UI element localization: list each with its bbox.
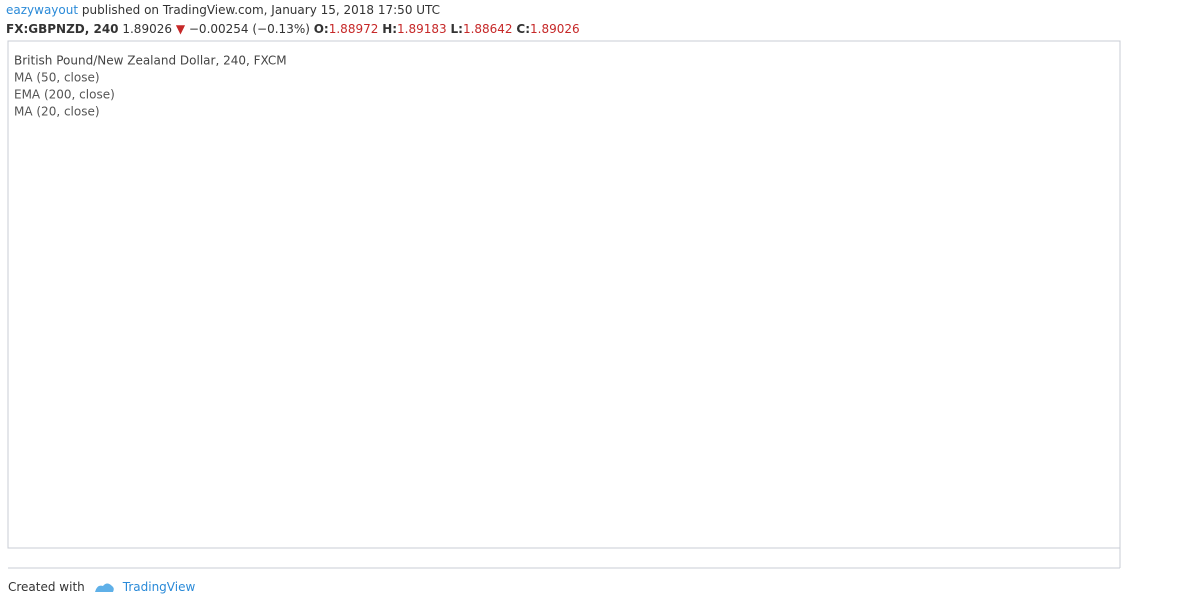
ohlc-key: L: — [450, 22, 463, 36]
chart: British Pound/New Zealand Dollar, 240, F… — [7, 40, 1121, 569]
chart-title: British Pound/New Zealand Dollar, 240, F… — [14, 54, 287, 68]
legend-entry: MA (50, close) — [14, 71, 100, 85]
down-arrow: ▼ — [175, 22, 186, 36]
symbol: FX:GBPNZD, 240 — [6, 22, 119, 36]
ohlc-key: H: — [382, 22, 398, 36]
ohlc-value: 1.89183 — [397, 22, 447, 36]
brand[interactable]: TradingView — [122, 580, 196, 594]
last-price: 1.89026 — [122, 22, 172, 36]
author[interactable]: eazywayout — [6, 3, 79, 17]
footer: Created with TradingView — [8, 580, 195, 594]
plot-frame — [7, 40, 1121, 549]
ohlc-value: 1.88972 — [328, 22, 379, 36]
publish-line: eazywayout published on TradingView.com,… — [6, 3, 440, 17]
published: published on TradingView.com, January 15… — [81, 3, 441, 17]
change: −0.00254 (−0.13%) — [188, 22, 310, 36]
ohlc-value: 1.88642 — [462, 22, 513, 36]
legend-entry: EMA (200, close) — [14, 88, 115, 102]
created-with: Created with — [8, 580, 85, 594]
ohlc-key: C: — [516, 22, 530, 36]
symbol-line: FX:GBPNZD, 240 1.89026 ▼ −0.00254 (−0.13… — [6, 22, 580, 36]
legend-entry: MA (20, close) — [14, 105, 100, 119]
ohlc-value: 1.89026 — [530, 22, 580, 36]
logo — [94, 583, 114, 592]
ohlc-key: O: — [313, 22, 329, 36]
